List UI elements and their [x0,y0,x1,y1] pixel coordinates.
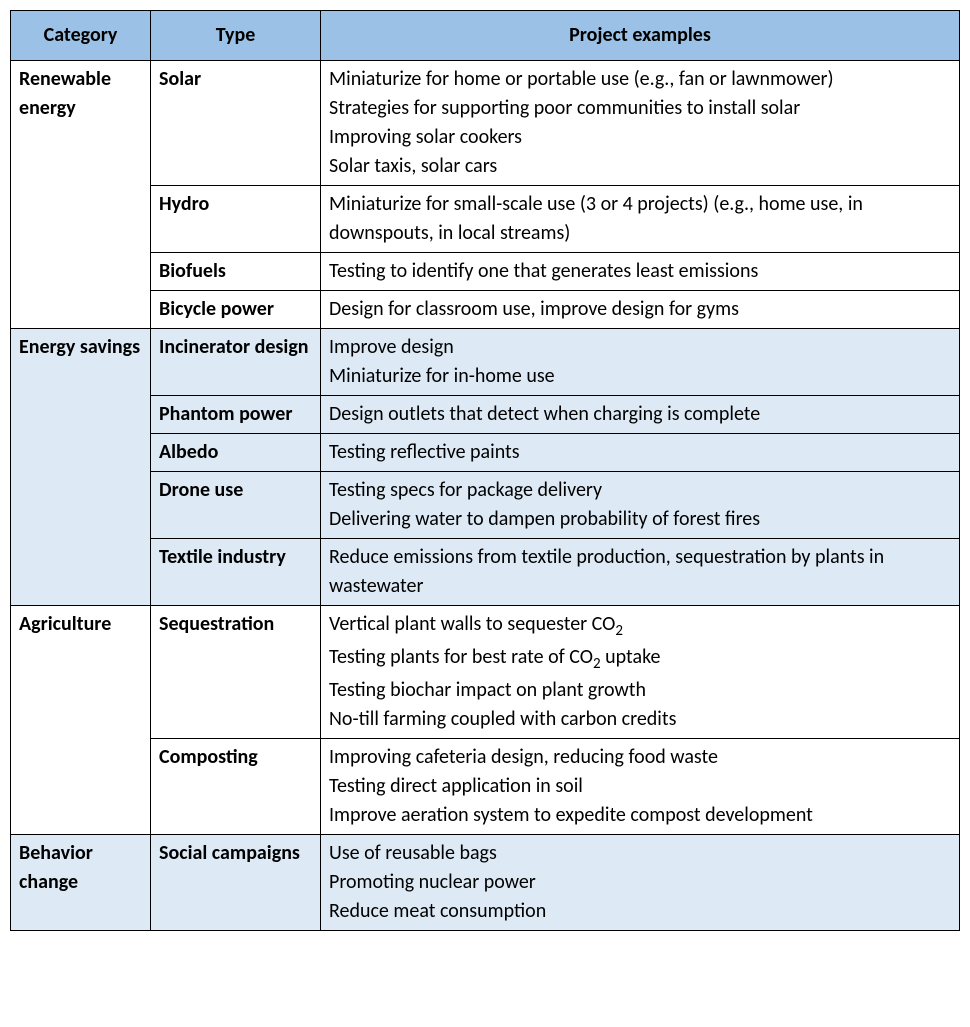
examples-cell: Miniaturize for home or portable use (e.… [321,61,960,186]
examples-cell: Testing to identify one that generates l… [321,253,960,291]
category-cell: Renewable energy [11,61,151,329]
type-cell: Phantom power [151,396,321,434]
examples-cell: Improve designMiniaturize for in-home us… [321,329,960,396]
type-cell: Sequestration [151,606,321,739]
examples-cell: Use of reusable bagsPromoting nuclear po… [321,834,960,930]
category-cell: Agriculture [11,606,151,835]
table-row: Phantom powerDesign outlets that detect … [11,396,960,434]
examples-cell: Testing specs for package deliveryDelive… [321,472,960,539]
table-row: HydroMiniaturize for small-scale use (3 … [11,186,960,253]
examples-cell: Vertical plant walls to sequester CO2Tes… [321,606,960,739]
table-row: Textile industryReduce emissions from te… [11,539,960,606]
type-cell: Social campaigns [151,834,321,930]
type-cell: Albedo [151,434,321,472]
type-cell: Biofuels [151,253,321,291]
header-examples: Project examples [321,11,960,61]
type-cell: Composting [151,738,321,834]
table-row: BiofuelsTesting to identify one that gen… [11,253,960,291]
header-type: Type [151,11,321,61]
examples-cell: Miniaturize for small-scale use (3 or 4 … [321,186,960,253]
table-row: Renewable energySolarMiniaturize for hom… [11,61,960,186]
type-cell: Solar [151,61,321,186]
projects-table: Category Type Project examples Renewable… [10,10,960,931]
type-cell: Textile industry [151,539,321,606]
table-row: AgricultureSequestrationVertical plant w… [11,606,960,739]
table-header-row: Category Type Project examples [11,11,960,61]
table-row: AlbedoTesting reflective paints [11,434,960,472]
examples-cell: Design outlets that detect when charging… [321,396,960,434]
table-body: Renewable energySolarMiniaturize for hom… [11,61,960,931]
table-row: Energy savingsIncinerator designImprove … [11,329,960,396]
examples-cell: Improving cafeteria design, reducing foo… [321,738,960,834]
type-cell: Drone use [151,472,321,539]
header-category: Category [11,11,151,61]
category-cell: Energy savings [11,329,151,606]
examples-cell: Testing reflective paints [321,434,960,472]
type-cell: Incinerator design [151,329,321,396]
table-row: Drone useTesting specs for package deliv… [11,472,960,539]
examples-cell: Reduce emissions from textile production… [321,539,960,606]
table-row: Bicycle powerDesign for classroom use, i… [11,291,960,329]
table-row: Behavior changeSocial campaignsUse of re… [11,834,960,930]
table-row: CompostingImproving cafeteria design, re… [11,738,960,834]
type-cell: Hydro [151,186,321,253]
type-cell: Bicycle power [151,291,321,329]
examples-cell: Design for classroom use, improve design… [321,291,960,329]
category-cell: Behavior change [11,834,151,930]
